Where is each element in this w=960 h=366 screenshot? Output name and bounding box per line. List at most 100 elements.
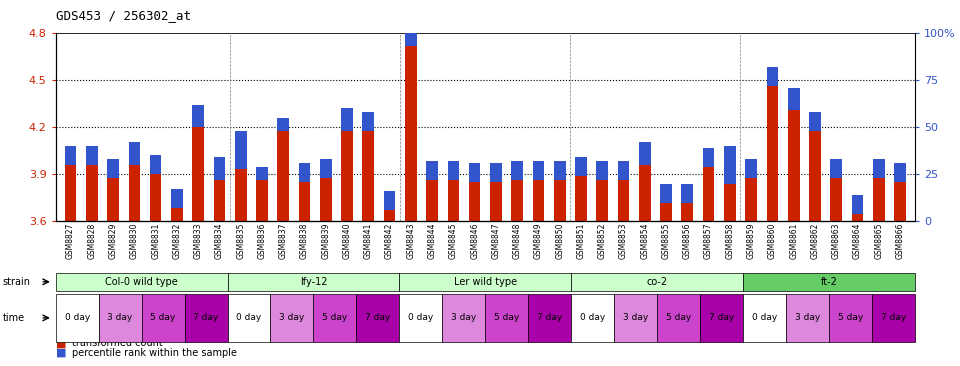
Bar: [554, 161, 565, 180]
Text: 5 day: 5 day: [151, 313, 176, 322]
Bar: [171, 208, 182, 221]
Text: ■: ■: [56, 348, 66, 358]
Text: ■: ■: [56, 339, 66, 348]
Bar: [405, 27, 417, 46]
Bar: [596, 180, 608, 221]
Bar: [320, 178, 331, 221]
Bar: [617, 180, 630, 221]
Bar: [852, 195, 863, 214]
Bar: [468, 182, 481, 221]
Bar: [788, 87, 800, 110]
Bar: [129, 142, 140, 165]
Text: lfy-12: lfy-12: [300, 277, 327, 287]
Bar: [554, 180, 565, 221]
Bar: [277, 131, 289, 221]
Bar: [660, 203, 672, 221]
Bar: [575, 176, 587, 221]
Text: 7 day: 7 day: [365, 313, 391, 322]
Bar: [682, 203, 693, 221]
Bar: [108, 159, 119, 178]
Text: 3 day: 3 day: [623, 313, 648, 322]
Text: 3 day: 3 day: [279, 313, 304, 322]
Bar: [639, 165, 651, 221]
Bar: [426, 161, 438, 180]
Bar: [512, 180, 523, 221]
Bar: [171, 189, 182, 208]
Text: 5 day: 5 day: [838, 313, 863, 322]
Bar: [830, 159, 842, 178]
Bar: [490, 182, 502, 221]
Bar: [277, 118, 289, 131]
Bar: [724, 146, 735, 184]
Bar: [150, 174, 161, 221]
Bar: [639, 142, 651, 165]
Bar: [788, 110, 800, 221]
Bar: [341, 131, 353, 221]
Bar: [447, 180, 459, 221]
Bar: [809, 112, 821, 131]
Text: 3 day: 3 day: [108, 313, 132, 322]
Text: 0 day: 0 day: [64, 313, 90, 322]
Text: 3 day: 3 day: [795, 313, 820, 322]
Bar: [745, 178, 757, 221]
Bar: [256, 167, 268, 180]
Bar: [724, 184, 735, 221]
Bar: [363, 131, 374, 221]
Bar: [384, 210, 396, 221]
Bar: [533, 180, 544, 221]
Bar: [384, 191, 396, 210]
Text: 7 day: 7 day: [708, 313, 734, 322]
Bar: [108, 178, 119, 221]
Bar: [512, 161, 523, 180]
Bar: [766, 67, 779, 86]
Text: Ler wild type: Ler wild type: [454, 277, 516, 287]
Bar: [299, 182, 310, 221]
Bar: [405, 46, 417, 221]
Bar: [682, 184, 693, 203]
Bar: [617, 161, 630, 180]
Text: 7 day: 7 day: [537, 313, 563, 322]
Bar: [873, 159, 884, 178]
Bar: [703, 167, 714, 221]
Bar: [766, 86, 779, 221]
Text: 7 day: 7 day: [880, 313, 906, 322]
Bar: [447, 161, 459, 180]
Bar: [235, 169, 247, 221]
Bar: [490, 163, 502, 182]
Bar: [256, 180, 268, 221]
Text: 0 day: 0 day: [752, 313, 778, 322]
Bar: [533, 161, 544, 180]
Bar: [86, 165, 98, 221]
Bar: [660, 184, 672, 203]
Bar: [64, 146, 77, 165]
Bar: [320, 159, 331, 178]
Text: strain: strain: [3, 277, 31, 287]
Bar: [192, 127, 204, 221]
Bar: [363, 112, 374, 131]
Bar: [129, 165, 140, 221]
Bar: [213, 157, 226, 180]
Bar: [426, 180, 438, 221]
Text: percentile rank within the sample: percentile rank within the sample: [72, 348, 237, 358]
Bar: [830, 178, 842, 221]
Bar: [192, 105, 204, 127]
Bar: [213, 180, 226, 221]
Bar: [235, 131, 247, 169]
Text: 3 day: 3 day: [451, 313, 476, 322]
Bar: [299, 163, 310, 182]
Bar: [745, 159, 757, 178]
Bar: [703, 148, 714, 167]
Bar: [894, 182, 906, 221]
Bar: [894, 163, 906, 182]
Text: transformed count: transformed count: [72, 339, 163, 348]
Text: 0 day: 0 day: [408, 313, 434, 322]
Text: Col-0 wild type: Col-0 wild type: [106, 277, 178, 287]
Bar: [150, 156, 161, 174]
Bar: [341, 108, 353, 131]
Text: 5 day: 5 day: [323, 313, 348, 322]
Text: 5 day: 5 day: [494, 313, 519, 322]
Text: time: time: [3, 313, 25, 323]
Bar: [86, 146, 98, 165]
Bar: [809, 131, 821, 221]
Bar: [873, 178, 884, 221]
